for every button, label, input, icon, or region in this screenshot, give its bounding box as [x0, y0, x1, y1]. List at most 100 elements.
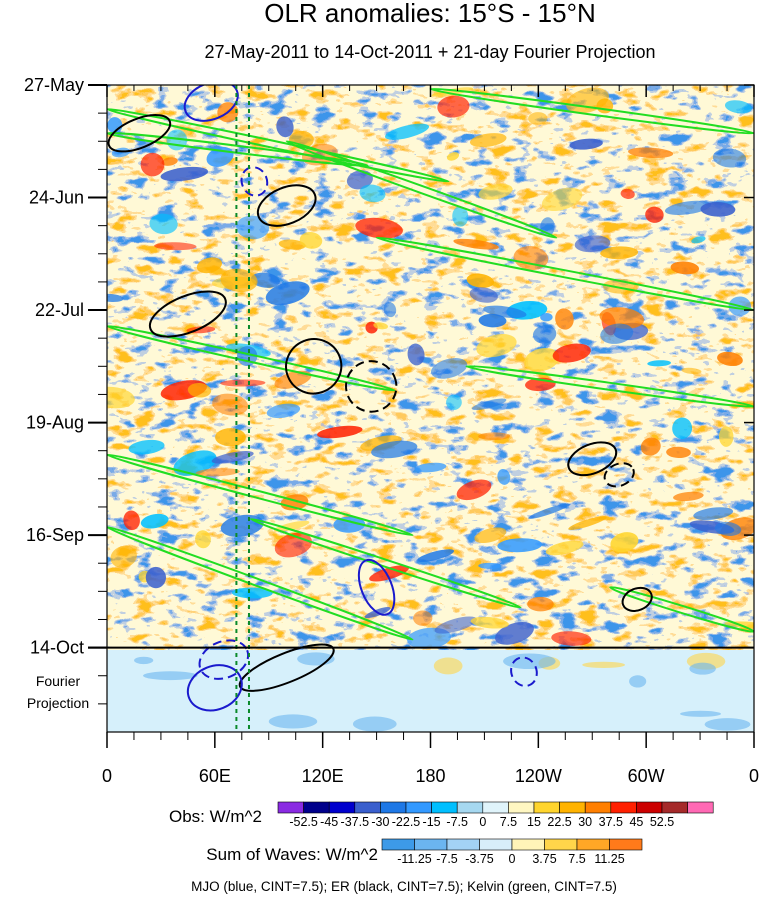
anomaly-blob: [346, 170, 373, 190]
kelvin-contour: [285, 140, 558, 239]
anomaly-blob: [478, 313, 507, 328]
anomaly-blob: [195, 468, 240, 477]
anomaly-blob: [333, 516, 366, 533]
anomaly-blob: [681, 367, 702, 375]
anomaly-blob: [231, 587, 273, 599]
colorbar-box: [533, 801, 560, 814]
anomaly-blob: [369, 565, 410, 582]
kelvin-contour: [375, 236, 754, 312]
colorbar-tick-label: 15: [527, 815, 541, 829]
colorbar-box: [508, 801, 535, 814]
anomaly-blob: [446, 152, 459, 161]
anomaly-blob: [154, 242, 197, 251]
colorbar-box: [456, 801, 484, 814]
anomaly-blob: [664, 200, 712, 215]
anomaly-blob: [355, 217, 403, 239]
projection-label-line1: Fourier: [36, 673, 81, 689]
colorbar-tick-label: -11.25: [397, 852, 432, 866]
anomaly-blob: [717, 351, 743, 367]
anomaly-blob: [265, 281, 310, 306]
er-contour: [256, 184, 317, 227]
anomaly-blob: [317, 425, 363, 439]
anomaly-blob: [497, 468, 511, 485]
projection-blob: [689, 662, 716, 675]
anomaly-blob: [478, 432, 511, 440]
er-contour: [107, 114, 172, 153]
colorbar-tick-label: 0: [479, 815, 486, 829]
anomaly-blob: [359, 184, 386, 203]
anomaly-blob: [446, 394, 462, 410]
colorbar-box: [576, 838, 610, 851]
colorbar-box: [414, 838, 448, 851]
projection-blob: [143, 671, 198, 681]
er-contour: [285, 338, 343, 395]
anomaly-blob: [600, 323, 634, 344]
anomaly-blob: [196, 257, 222, 274]
kelvin-contour: [107, 324, 396, 392]
er-contours: [107, 114, 653, 692]
anomaly-blob: [469, 287, 498, 303]
colorbar-tick-label: -45: [320, 815, 338, 829]
anomaly-blob: [620, 188, 635, 199]
y-axis-ticks: 27-May 24-Jun 22-Jul 19-Aug 16-Sep 14-Oct: [24, 75, 754, 705]
anomaly-blob: [414, 462, 447, 473]
anomaly-blob: [145, 566, 167, 589]
anomaly-blob: [640, 437, 661, 456]
projection-blob: [268, 714, 318, 729]
colorbar-box: [636, 801, 663, 814]
colorbar-tick-label: 45: [629, 815, 643, 829]
colorbar-tick-label: -7.5: [446, 815, 468, 829]
obs-colorbar-label: Obs: W/m^2: [169, 807, 262, 826]
y-tick-label: 14-Oct: [30, 638, 84, 658]
anomaly-blob: [700, 201, 736, 217]
anomaly-blob: [107, 293, 124, 302]
anomaly-blob: [540, 312, 553, 322]
kelvin-contour: [107, 525, 414, 641]
anomaly-blob: [714, 521, 742, 536]
mjo-contour: [510, 656, 538, 687]
colorbar-tick-label: 37.5: [599, 815, 623, 829]
colorbar-box: [405, 801, 432, 814]
anomaly-blob: [645, 206, 664, 223]
colorbar-tick-label: -7.5: [436, 852, 458, 866]
anomaly-blob: [569, 138, 603, 150]
anomaly-blob: [672, 417, 693, 440]
chart-subtitle: 27-May-2011 to 14-Oct-2011 + 21-day Four…: [204, 42, 655, 62]
anomaly-blob: [407, 343, 425, 366]
anomaly-blob: [495, 621, 534, 645]
anomaly-blob: [528, 112, 548, 125]
colorbar-box: [479, 838, 513, 851]
chart-title: OLR anomalies: 15°S - 15°N: [264, 0, 596, 28]
waves-colorbar-label: Sum of Waves: W/m^2: [206, 845, 378, 864]
anomaly-blob: [195, 530, 211, 549]
anomaly-blob: [647, 360, 671, 367]
anomaly-blob: [470, 616, 509, 629]
y-tick-label: 27-May: [24, 75, 84, 95]
colorbar-tick-label: -30: [371, 815, 389, 829]
colorbar-tick-label: 3.75: [532, 852, 556, 866]
colorbar-box: [303, 801, 330, 814]
anomaly-blob: [466, 273, 495, 288]
anomaly-blob: [552, 343, 591, 363]
anomaly-blob: [107, 386, 135, 409]
anomaly-blob: [110, 545, 137, 568]
anomaly-blob: [276, 116, 294, 138]
colorbar-tick-label: -15: [423, 815, 441, 829]
colorbar-box: [559, 801, 586, 814]
x-tick-label: 120W: [515, 766, 562, 786]
anomaly-blob: [524, 347, 560, 372]
colorbar-box: [446, 838, 480, 851]
anomaly-blob: [434, 616, 477, 634]
mjo-contour: [357, 558, 396, 616]
anomaly-blob: [712, 148, 747, 168]
colorbar-box: [381, 838, 415, 851]
anomaly-blob: [430, 358, 468, 379]
y-tick-label: 24-Jun: [29, 188, 84, 208]
anomaly-blob: [215, 428, 246, 447]
er-contour: [345, 360, 398, 413]
colorbar-box: [511, 838, 545, 851]
anomaly-blob: [532, 325, 557, 344]
anomaly-blob: [413, 610, 433, 626]
anomaly-blob: [528, 503, 570, 519]
